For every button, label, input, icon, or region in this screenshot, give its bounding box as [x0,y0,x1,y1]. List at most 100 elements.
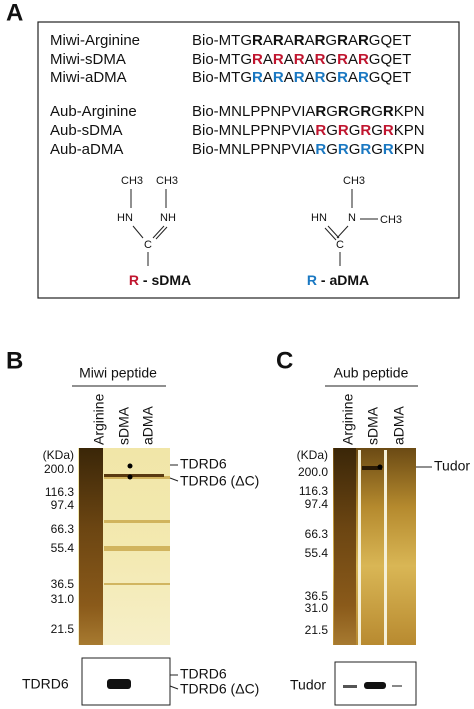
residue: GQET [369,69,412,86]
peptide-name: Miwi-Arginine [50,32,140,49]
residue: R [338,141,349,158]
marker-label: 116.3 [45,485,74,499]
residue: R [338,103,349,120]
residue: Bio-MNLPPNPVIA [192,103,315,120]
blot-band [392,685,402,687]
nitrogen: HN [117,212,133,224]
marker-label: 31.0 [51,592,75,606]
marker-label: 36.5 [51,577,75,591]
residue: A [348,69,358,86]
residue: A [348,51,358,68]
marker-label: 97.4 [305,497,329,511]
caption-text: - sDMA [139,272,191,288]
marker-label: 66.3 [51,522,75,536]
residue: Bio-MTG [192,32,252,49]
panel-title: Miwi peptide [79,365,157,381]
residue: R [315,32,326,49]
marker-label: 21.5 [305,623,329,637]
residue: R [360,122,371,139]
band-label: Tudor [434,458,470,474]
gel-lane-gaps [358,450,387,645]
residue: GQET [369,32,412,49]
marker-label: 200.0 [44,462,74,476]
band-label: TDRD6 [180,456,227,472]
caption-r: R [307,272,317,288]
residue: R [358,69,369,86]
lane-label: sDMA [365,406,381,445]
structure-caption: R - aDMA [307,272,369,288]
nitrogen: NH [160,212,176,224]
residue: R [315,141,326,158]
residue: R [252,51,263,68]
residue: R [358,51,369,68]
structure-caption: R - sDMA [129,272,191,288]
marker-label: 21.5 [51,622,75,636]
residue: R [252,69,263,86]
residue: Bio-MNLPPNPVIA [192,141,315,158]
marker-label: 200.0 [298,465,328,479]
marker-label: 97.4 [51,498,75,512]
residue: R [337,51,348,68]
residue: A [263,32,273,49]
residue: A [263,51,273,68]
lane-label: Arginine [91,393,107,445]
residue: R [273,32,284,49]
residue: R [383,103,394,120]
sdma-structure [130,189,168,266]
blot-band-label: TDRD6 (ΔC) [180,681,259,697]
methyl: CH3 [156,175,178,187]
residue: KPN [394,141,425,158]
lane-label: sDMA [116,406,132,445]
residue: R [337,69,348,86]
blot-label: TDRD6 [22,676,69,692]
residue: R [360,141,371,158]
residue: G [371,103,383,120]
residue: KPN [394,103,425,120]
peptide-sequence: Bio-MTGRARARARGRARGQET [192,69,411,86]
nitrogen: HN [311,212,327,224]
gel-band [104,474,164,477]
band-dot [377,464,383,470]
residue: R [383,141,394,158]
residue: R [315,69,326,86]
residue: G [349,122,361,139]
unit-label: (KDa) [297,448,328,462]
gel-lane [79,448,103,645]
residue: R [338,122,349,139]
residue: R [252,32,263,49]
marker-label: 55.4 [305,546,329,560]
residue: Bio-MTG [192,51,252,68]
panel-label: A [6,0,23,26]
residue: A [305,51,315,68]
residue: Bio-MTG [192,69,252,86]
methyl: CH3 [343,175,365,187]
peptide-sequence: Bio-MTGRARARARGRARGQET [192,32,411,49]
residue: GQET [369,51,412,68]
residue: R [315,122,326,139]
peptide-name: Aub-aDMA [50,141,123,158]
residue: KPN [394,122,425,139]
residue: R [337,32,348,49]
blot-band [343,685,357,688]
adma-structure [324,189,378,266]
residue: R [383,122,394,139]
residue: R [315,103,326,120]
peptide-sequence: Bio-MNLPPNPVIARGRGRGRKPN [192,103,425,120]
gel-band [362,466,382,470]
peptide-name: Aub-Arginine [50,103,137,120]
peptide-sequence: Bio-MTGRARARARGRARGQET [192,51,411,68]
caption-text: - aDMA [317,272,369,288]
band-dot [127,474,133,480]
band-label: TDRD6 (ΔC) [180,473,259,489]
residue: A [284,51,294,68]
peptide-sequence: Bio-MNLPPNPVIARGRGRGRKPN [192,141,425,158]
residue: G [349,103,361,120]
residue: G [326,103,338,120]
residue: R [273,51,284,68]
residue: G [326,122,338,139]
lane-label: aDMA [391,405,407,445]
residue: A [284,32,294,49]
marker-label: 55.4 [51,541,75,555]
residue: A [305,69,315,86]
